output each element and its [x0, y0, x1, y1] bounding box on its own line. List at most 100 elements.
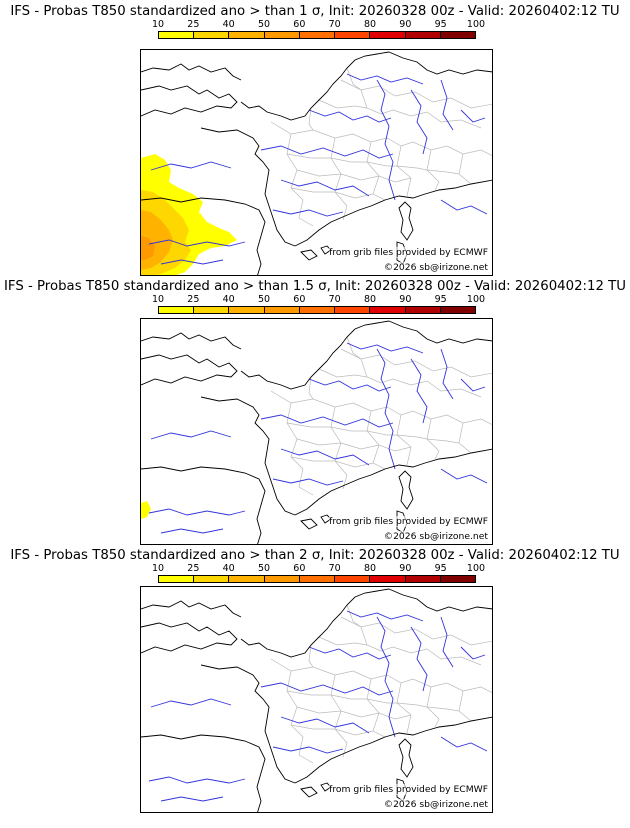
river — [148, 508, 246, 516]
river — [280, 448, 370, 466]
colorbar-swatch — [194, 32, 230, 38]
region-border — [330, 674, 348, 758]
river — [160, 528, 224, 534]
probability-map: from grib files provided by ECMWF ©2026 … — [140, 49, 493, 276]
region-border — [296, 438, 412, 452]
coastline — [388, 588, 492, 612]
colorbar-swatch — [299, 32, 336, 38]
colorbar-tick-label: 50 — [257, 563, 271, 574]
river — [160, 796, 224, 802]
river — [460, 646, 486, 660]
region-border — [426, 418, 440, 460]
region-border — [318, 99, 368, 109]
river — [272, 209, 344, 217]
colorbar-tick-label: 80 — [363, 294, 377, 305]
coastline — [200, 396, 296, 516]
river — [440, 468, 488, 484]
river — [440, 79, 454, 131]
region-border — [270, 390, 492, 425]
colorbar-scale — [158, 575, 476, 583]
region-border — [458, 153, 472, 185]
region-border — [286, 153, 460, 175]
coastline — [200, 664, 296, 784]
colorbar-swatch — [299, 576, 336, 582]
region-border — [340, 616, 492, 646]
river — [260, 145, 394, 159]
region-border — [286, 690, 460, 712]
river — [460, 109, 486, 123]
colorbar-tick-label: 40 — [222, 19, 235, 30]
coastline — [388, 51, 492, 75]
coastline — [240, 588, 390, 658]
map-canvas — [141, 320, 492, 544]
colorbar-tick-label: 100 — [466, 563, 486, 574]
coastline — [388, 320, 492, 344]
river — [440, 616, 454, 668]
colorbar-tick-label: 95 — [434, 19, 447, 30]
probability-area — [141, 236, 155, 260]
colorbar-swatch — [229, 32, 265, 38]
region-border — [318, 368, 368, 378]
region-border — [346, 604, 482, 666]
region-border — [366, 141, 386, 201]
colorbar-tick-label: 70 — [328, 19, 341, 30]
site-credit: ©2026 sb@irizone.net — [383, 799, 488, 810]
colorbar-swatch — [299, 307, 336, 313]
colorbar-swatch — [405, 32, 441, 38]
coastline — [141, 734, 266, 812]
river — [280, 716, 370, 734]
colorbar-swatch — [370, 307, 406, 313]
river — [280, 179, 370, 197]
coastline — [300, 518, 318, 530]
colorbar-tick-label: 90 — [399, 563, 412, 574]
river — [272, 746, 344, 754]
coastline — [200, 127, 296, 247]
probability-area — [141, 501, 151, 519]
river — [376, 616, 396, 738]
colorbar-tick-label: 25 — [187, 563, 200, 574]
colorbar-swatch — [370, 32, 406, 38]
coastline — [141, 622, 238, 654]
river — [150, 698, 232, 708]
river — [308, 646, 392, 660]
colorbar-tick-label: 10 — [151, 563, 165, 574]
river — [260, 414, 394, 428]
region-border — [308, 107, 314, 131]
coastline — [294, 716, 492, 784]
colorbar-swatch — [229, 307, 265, 313]
region-border — [396, 414, 412, 466]
coastline — [141, 600, 242, 618]
colorbar-swatch — [335, 576, 371, 582]
river — [440, 199, 488, 215]
map-canvas — [141, 588, 492, 812]
river — [410, 89, 428, 155]
colorbar-swatch — [229, 576, 265, 582]
river — [148, 776, 246, 784]
colorbar-tick-label: 40 — [222, 563, 235, 574]
colorbar-swatch — [370, 576, 406, 582]
colorbar-tick-label: 50 — [257, 294, 271, 305]
region-border — [426, 686, 440, 728]
coastline — [300, 786, 318, 798]
colorbar-tick-label: 70 — [328, 563, 341, 574]
colorbar-swatch — [440, 576, 475, 582]
river — [150, 161, 232, 171]
colorbar-swatch — [264, 576, 300, 582]
river — [150, 430, 232, 440]
probability-map: from grib files provided by ECMWF ©2026 … — [140, 318, 493, 545]
source-credit: from grib files provided by ECMWF — [329, 784, 488, 795]
river — [376, 348, 396, 470]
colorbar-tick-label: 60 — [293, 563, 306, 574]
colorbar-swatch — [264, 32, 300, 38]
coastline — [294, 448, 492, 516]
region-border — [308, 376, 314, 400]
colorbar-tick-label: 80 — [363, 19, 377, 30]
panel-title: IFS - Probas T850 standardized ano > tha… — [10, 4, 620, 19]
river — [460, 378, 486, 392]
coastline — [240, 51, 390, 121]
colorbar: 10 25 40 50 60 70 80 90 95 100 — [152, 19, 485, 44]
colorbar-tick-label: 70 — [328, 294, 341, 305]
colorbar-swatch — [440, 32, 475, 38]
region-border — [346, 67, 482, 129]
river — [440, 348, 454, 400]
